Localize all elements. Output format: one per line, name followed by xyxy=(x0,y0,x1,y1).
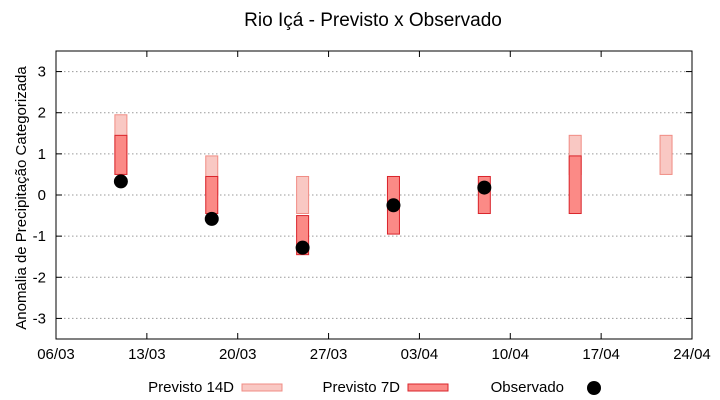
bar-previsto-7d xyxy=(568,155,582,215)
x-tick-label: 13/03 xyxy=(128,346,166,363)
legend: Previsto 14D Previsto 7D Observado xyxy=(148,379,601,396)
x-tick-label: 27/03 xyxy=(310,346,348,363)
x-tick-label: 24/04 xyxy=(673,346,711,363)
point-observado xyxy=(113,174,128,189)
x-tick-label: 10/04 xyxy=(492,346,530,363)
series-observado xyxy=(113,174,492,255)
y-tick-label: -2 xyxy=(33,269,46,286)
bar-previsto-7d xyxy=(205,175,219,215)
y-tick-label: 2 xyxy=(38,105,46,122)
grid xyxy=(56,71,692,319)
y-tick-label: -3 xyxy=(33,310,46,327)
point-observado xyxy=(295,240,310,255)
legend-label-previsto-14d: Previsto 14D xyxy=(148,379,234,396)
bar-previsto-14d xyxy=(296,175,310,215)
axes: 3 2 1 0 -1 -2 -3 06/03 13/03 20/03 27/03 03/04 10/04… xyxy=(33,50,711,363)
x-tick-label: 03/04 xyxy=(401,346,439,363)
x-tick-label: 20/03 xyxy=(219,346,257,363)
legend-marker-observado xyxy=(587,381,601,395)
legend-swatch-previsto-7d xyxy=(407,383,449,392)
bar-previsto-14d xyxy=(659,134,673,175)
point-observado xyxy=(386,198,401,213)
legend-swatch-previsto-14d xyxy=(241,383,283,392)
y-tick-label: -1 xyxy=(33,228,46,245)
point-observado xyxy=(204,211,219,226)
y-tick-label: 3 xyxy=(38,64,46,81)
x-tick-label: 06/03 xyxy=(37,346,75,363)
y-axis-label: Anomalia de Precipitação Categorizada xyxy=(13,66,30,330)
chart-title: Rio Içá - Previsto x Observado xyxy=(244,10,502,31)
x-tick-label: 17/04 xyxy=(582,346,620,363)
plot-border xyxy=(55,50,693,340)
bar-previsto-7d xyxy=(114,134,128,175)
y-tick-label: 0 xyxy=(38,187,46,204)
point-observado xyxy=(477,180,492,195)
legend-label-previsto-7d: Previsto 7D xyxy=(322,379,400,396)
y-tick-label: 1 xyxy=(38,146,46,163)
legend-label-observado: Observado xyxy=(491,379,564,396)
